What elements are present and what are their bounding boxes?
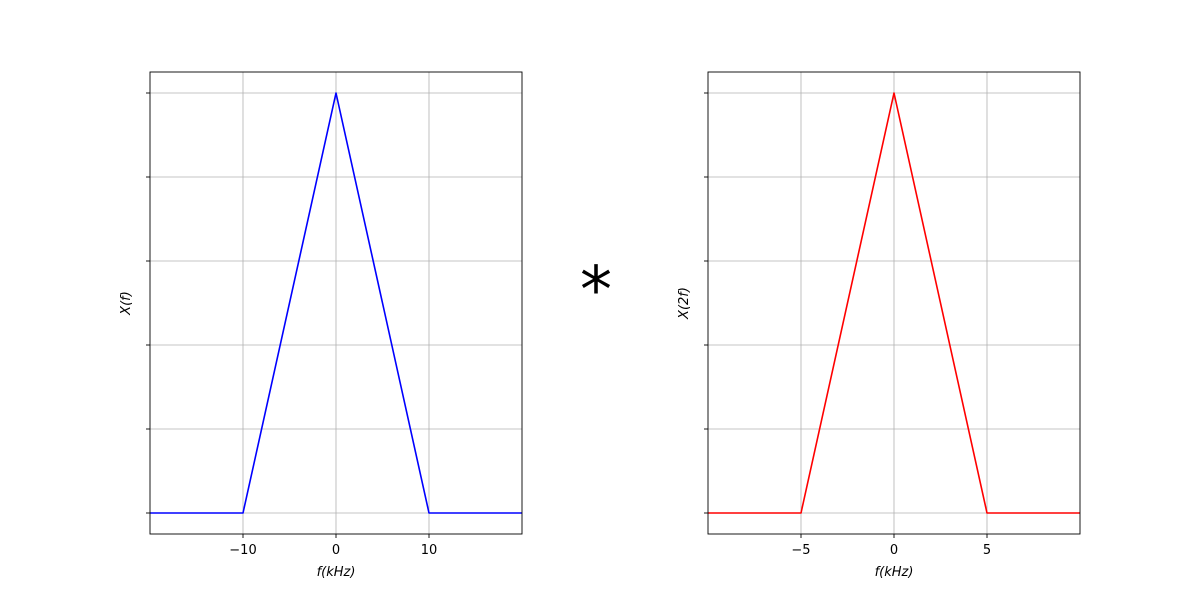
x-tick-label: 5	[983, 543, 991, 558]
x-tick-label: 10	[421, 543, 438, 558]
x-tick-label: −10	[229, 543, 256, 558]
series-line-0	[150, 92, 522, 514]
x-tick-label: −5	[791, 543, 810, 558]
left-chart: −10 0 10 f(kHz) X(f)	[119, 71, 523, 580]
x-axis-label: f(kHz)	[875, 565, 914, 580]
x-axis-label: f(kHz)	[317, 565, 356, 580]
y-axis-label: X(f)	[119, 291, 134, 316]
right-chart: −5 0 5 f(kHz) X(2f)	[677, 71, 1081, 580]
convolution-operator: *	[580, 254, 612, 328]
x-tick-label: 0	[890, 543, 898, 558]
y-axis-label: X(2f)	[677, 287, 692, 320]
series-line-0	[708, 92, 1080, 514]
x-tick-label: 0	[332, 543, 340, 558]
